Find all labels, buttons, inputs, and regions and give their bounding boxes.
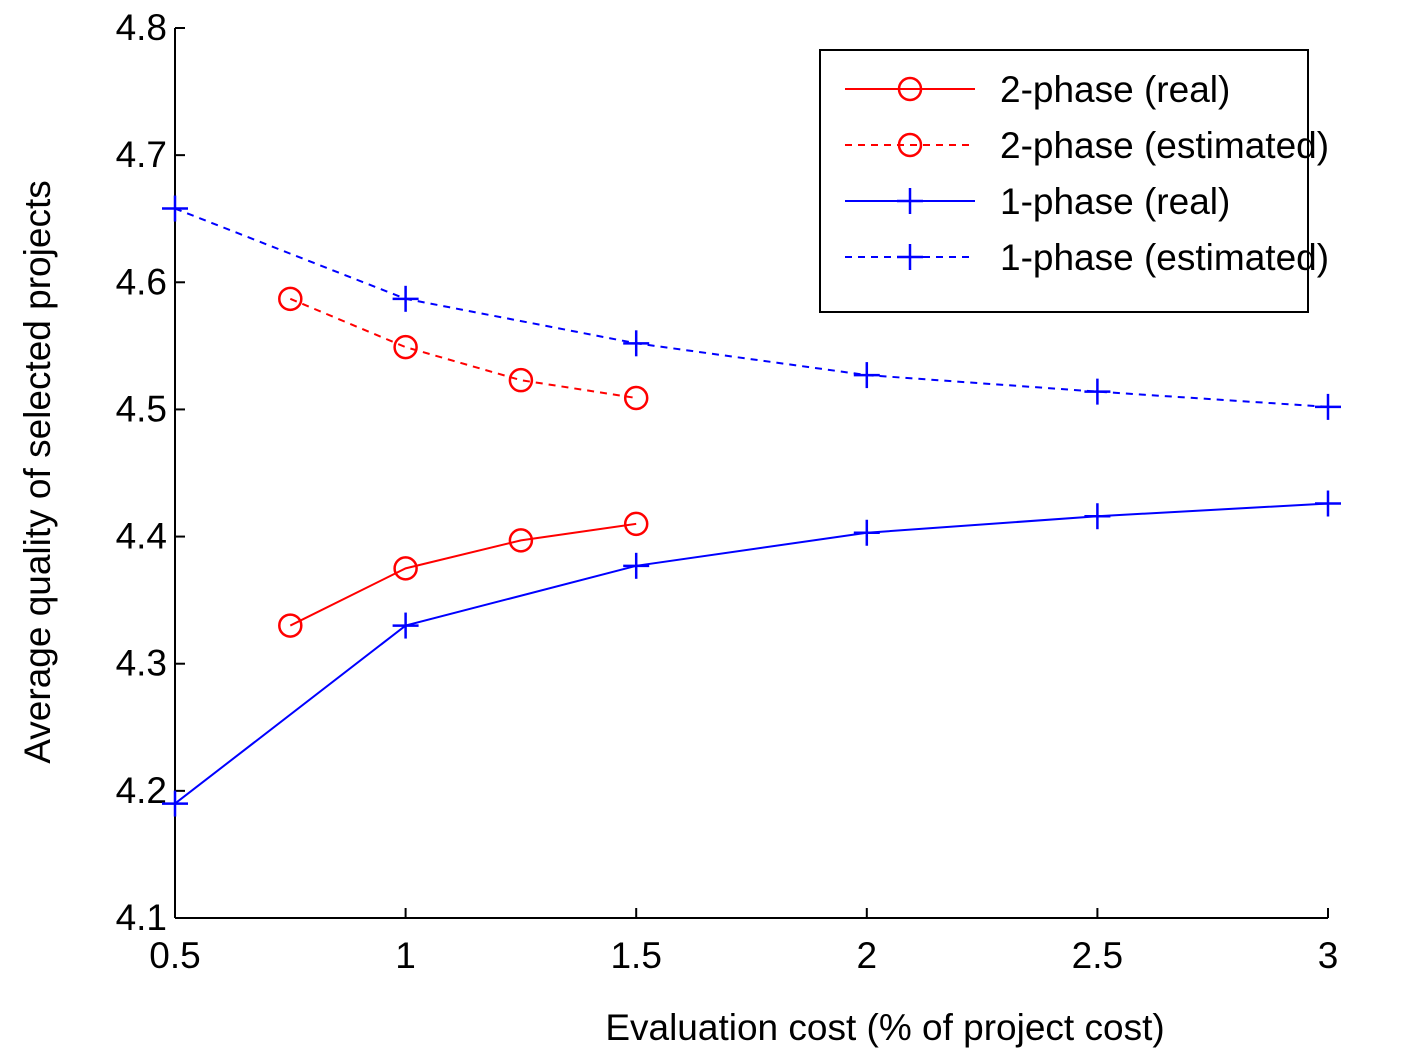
y-tick-label: 4.4 xyxy=(116,516,167,557)
plus-marker xyxy=(1315,490,1341,517)
legend-item-1-phase-real: 1-phase (real) xyxy=(845,181,1230,222)
plus-marker xyxy=(897,188,923,214)
series-2-phase-estimated xyxy=(278,286,649,411)
plus-marker xyxy=(392,612,419,639)
series-1-phase-estimated xyxy=(162,195,1341,420)
series-line xyxy=(289,522,637,627)
y-tick-label: 4.8 xyxy=(116,7,167,48)
x-tick-label: 2 xyxy=(857,935,878,976)
plus-marker xyxy=(1315,393,1341,420)
x-tick-label: 1 xyxy=(395,935,416,976)
series-2-phase-real xyxy=(278,511,649,638)
y-tick-label: 4.7 xyxy=(116,134,167,175)
plus-marker xyxy=(1084,503,1111,530)
circle-marker xyxy=(897,132,923,158)
legend-item-1-phase-estimated: 1-phase (estimated) xyxy=(845,237,1329,278)
circle-marker xyxy=(278,286,303,312)
y-tick-label: 4.2 xyxy=(116,770,167,811)
series-1-phase-real xyxy=(162,490,1341,817)
circle-marker xyxy=(278,613,303,638)
y-tick-label: 4.6 xyxy=(116,261,167,302)
legend-item-2-phase-real: 2-phase (real) xyxy=(845,69,1230,110)
circle-marker xyxy=(393,556,418,581)
x-tick-label: 0.5 xyxy=(149,935,200,976)
legend-label: 1-phase (real) xyxy=(1000,181,1230,222)
legend-label: 2-phase (estimated) xyxy=(1000,125,1329,166)
legend-label: 2-phase (real) xyxy=(1000,69,1230,110)
series-line xyxy=(174,207,1329,408)
axes: 4.1 4.2 4.3 4.4 4.5 4.6 4.7 4.8 0.5 1 1.5 2 2.5 3 xyxy=(116,7,1339,976)
plot-series xyxy=(162,195,1341,817)
plus-marker xyxy=(623,330,650,357)
legend: 2-phase (real) 2-phase (estimated) 1-phase… xyxy=(819,49,1329,313)
circle-marker xyxy=(393,334,418,360)
series-line xyxy=(174,502,1329,805)
y-tick-label: 4.3 xyxy=(116,643,167,684)
plus-marker xyxy=(897,244,923,270)
x-tick-label: 3 xyxy=(1318,935,1339,976)
circle-marker xyxy=(508,528,534,553)
plus-marker xyxy=(853,519,880,546)
plus-marker xyxy=(162,195,188,222)
legend-label: 1-phase (estimated) xyxy=(1000,237,1329,278)
x-tick-label: 1.5 xyxy=(610,935,661,976)
y-tick-label: 4.5 xyxy=(116,388,167,429)
circle-marker xyxy=(897,76,923,102)
circle-marker xyxy=(508,367,534,393)
plus-marker xyxy=(162,790,188,817)
y-axis-label: Average quality of selected projects xyxy=(17,180,58,763)
plus-marker xyxy=(623,552,650,579)
circle-marker xyxy=(623,511,649,537)
circle-marker xyxy=(623,385,649,411)
x-axis-label: Evaluation cost (% of project cost) xyxy=(605,1007,1164,1048)
legend-item-2-phase-estimated: 2-phase (estimated) xyxy=(845,125,1329,166)
plus-marker xyxy=(392,285,419,312)
series-line xyxy=(289,297,637,399)
y-tick-label: 4.1 xyxy=(116,897,167,938)
plus-marker xyxy=(1084,378,1111,405)
plus-marker xyxy=(853,362,880,389)
x-tick-label: 2.5 xyxy=(1072,935,1123,976)
